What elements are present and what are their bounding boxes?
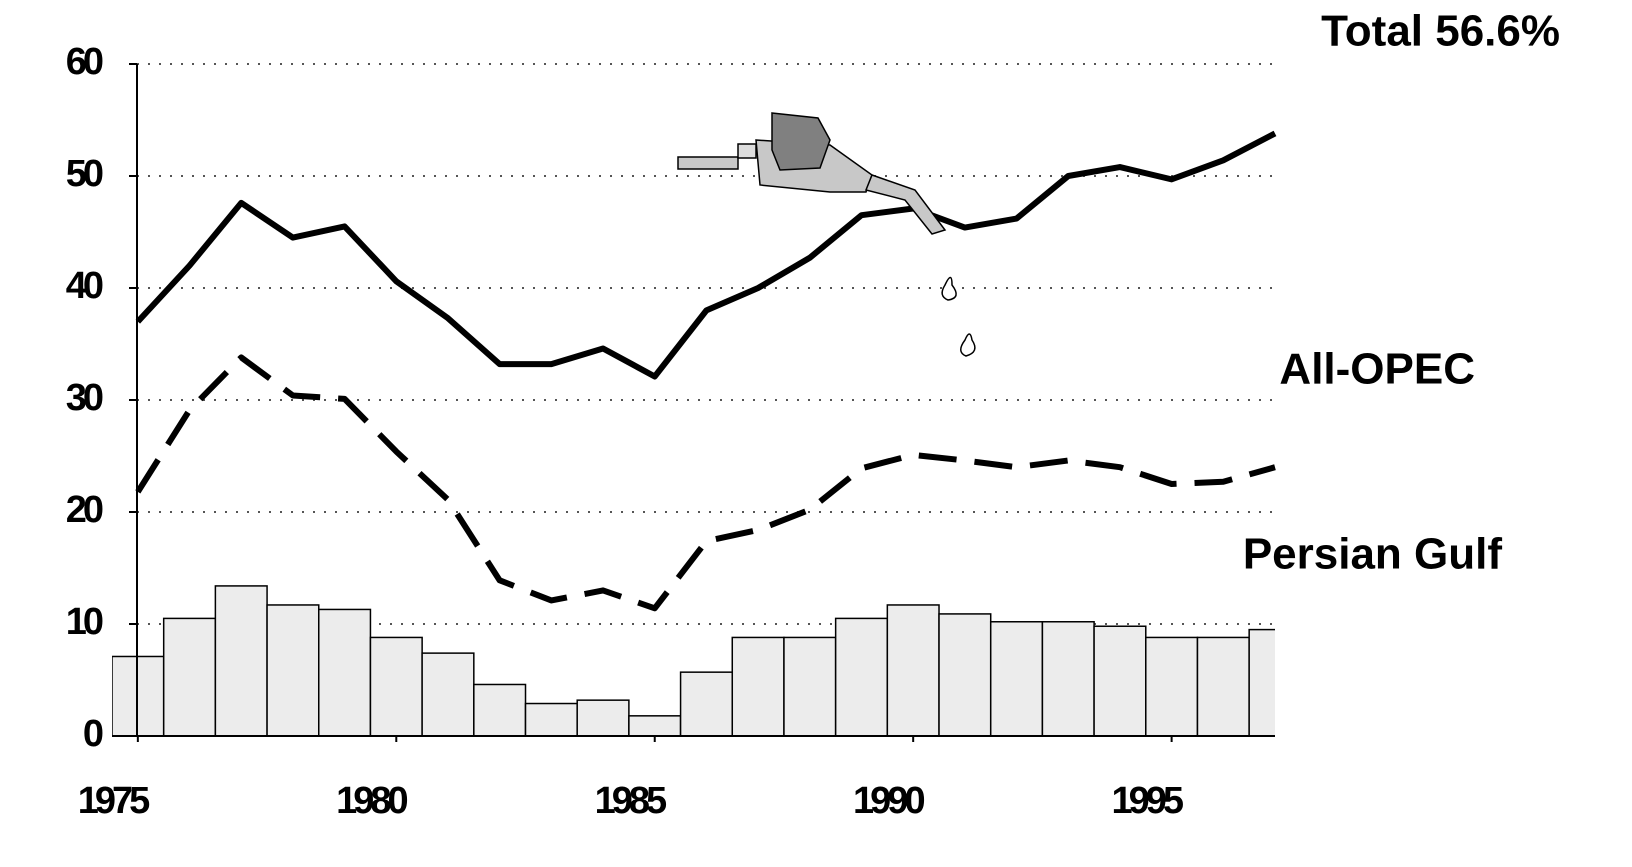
bar: [1248, 628, 1275, 737]
bar: [731, 636, 785, 737]
bar: [421, 652, 475, 737]
bar: [214, 585, 268, 737]
line: [135, 354, 1276, 612]
annotation: Persian Gulf: [1243, 530, 1503, 579]
plot: 0 10 20 30 40 50 60 1975 1980 1985 1990 1995: [66, 41, 1277, 822]
y-tick-label: 30: [66, 377, 103, 419]
fuel-nozzle-icon: [677, 112, 976, 357]
bar: [938, 613, 992, 737]
bar: [1093, 625, 1147, 737]
x-tick-label: 1975: [78, 780, 150, 822]
bar: [473, 683, 527, 737]
y-tick-label: 10: [66, 601, 103, 643]
y-tick-label: 20: [66, 489, 103, 531]
bar: [886, 604, 940, 737]
bar: [524, 702, 578, 737]
bar: [1041, 621, 1095, 737]
bar: [1196, 636, 1250, 737]
annotation: All-OPEC: [1279, 345, 1475, 394]
y-tick-label: 0: [83, 713, 103, 755]
bar: [266, 604, 320, 737]
y-tick-label: 50: [66, 153, 103, 195]
x-tick-label: 1995: [1112, 780, 1184, 822]
bar: [1145, 636, 1199, 737]
bar: [783, 636, 837, 737]
bar: [162, 617, 217, 737]
bar: [576, 699, 630, 737]
bar: [989, 621, 1044, 737]
x-tick-label: 1980: [336, 780, 407, 822]
bar: [318, 608, 372, 737]
line: [135, 130, 1277, 380]
annotation: Total 56.6%: [1321, 7, 1560, 56]
x-tick-label: 1985: [595, 780, 667, 822]
y-tick-label: 60: [66, 41, 103, 83]
y-tick-label: 40: [66, 265, 103, 307]
bar: [628, 715, 682, 737]
x-tick-label: 1990: [853, 780, 924, 822]
bar: [679, 671, 734, 737]
bar: [834, 617, 889, 737]
bar: [369, 636, 423, 737]
